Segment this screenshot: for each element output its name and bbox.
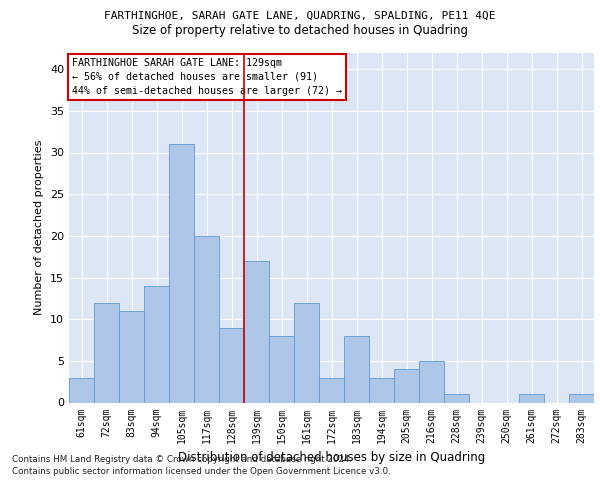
Text: FARTHINGHOE, SARAH GATE LANE, QUADRING, SPALDING, PE11 4QE: FARTHINGHOE, SARAH GATE LANE, QUADRING, … bbox=[104, 11, 496, 21]
Bar bbox=[69, 378, 94, 402]
Bar bbox=[369, 378, 394, 402]
Bar bbox=[194, 236, 219, 402]
Bar bbox=[269, 336, 294, 402]
Bar bbox=[169, 144, 194, 403]
Bar bbox=[119, 311, 144, 402]
Text: Contains public sector information licensed under the Open Government Licence v3: Contains public sector information licen… bbox=[12, 468, 391, 476]
Bar bbox=[144, 286, 169, 403]
Bar bbox=[294, 302, 319, 402]
Bar bbox=[569, 394, 594, 402]
Bar bbox=[444, 394, 469, 402]
Bar bbox=[519, 394, 544, 402]
Text: Contains HM Land Registry data © Crown copyright and database right 2024.: Contains HM Land Registry data © Crown c… bbox=[12, 455, 352, 464]
Bar bbox=[319, 378, 344, 402]
Text: Size of property relative to detached houses in Quadring: Size of property relative to detached ho… bbox=[132, 24, 468, 37]
Y-axis label: Number of detached properties: Number of detached properties bbox=[34, 140, 44, 315]
Bar bbox=[394, 369, 419, 402]
Bar bbox=[94, 302, 119, 402]
X-axis label: Distribution of detached houses by size in Quadring: Distribution of detached houses by size … bbox=[178, 451, 485, 464]
Text: FARTHINGHOE SARAH GATE LANE: 129sqm
← 56% of detached houses are smaller (91)
44: FARTHINGHOE SARAH GATE LANE: 129sqm ← 56… bbox=[71, 58, 341, 96]
Bar bbox=[344, 336, 369, 402]
Bar bbox=[244, 261, 269, 402]
Bar bbox=[419, 361, 444, 403]
Bar bbox=[219, 328, 244, 402]
